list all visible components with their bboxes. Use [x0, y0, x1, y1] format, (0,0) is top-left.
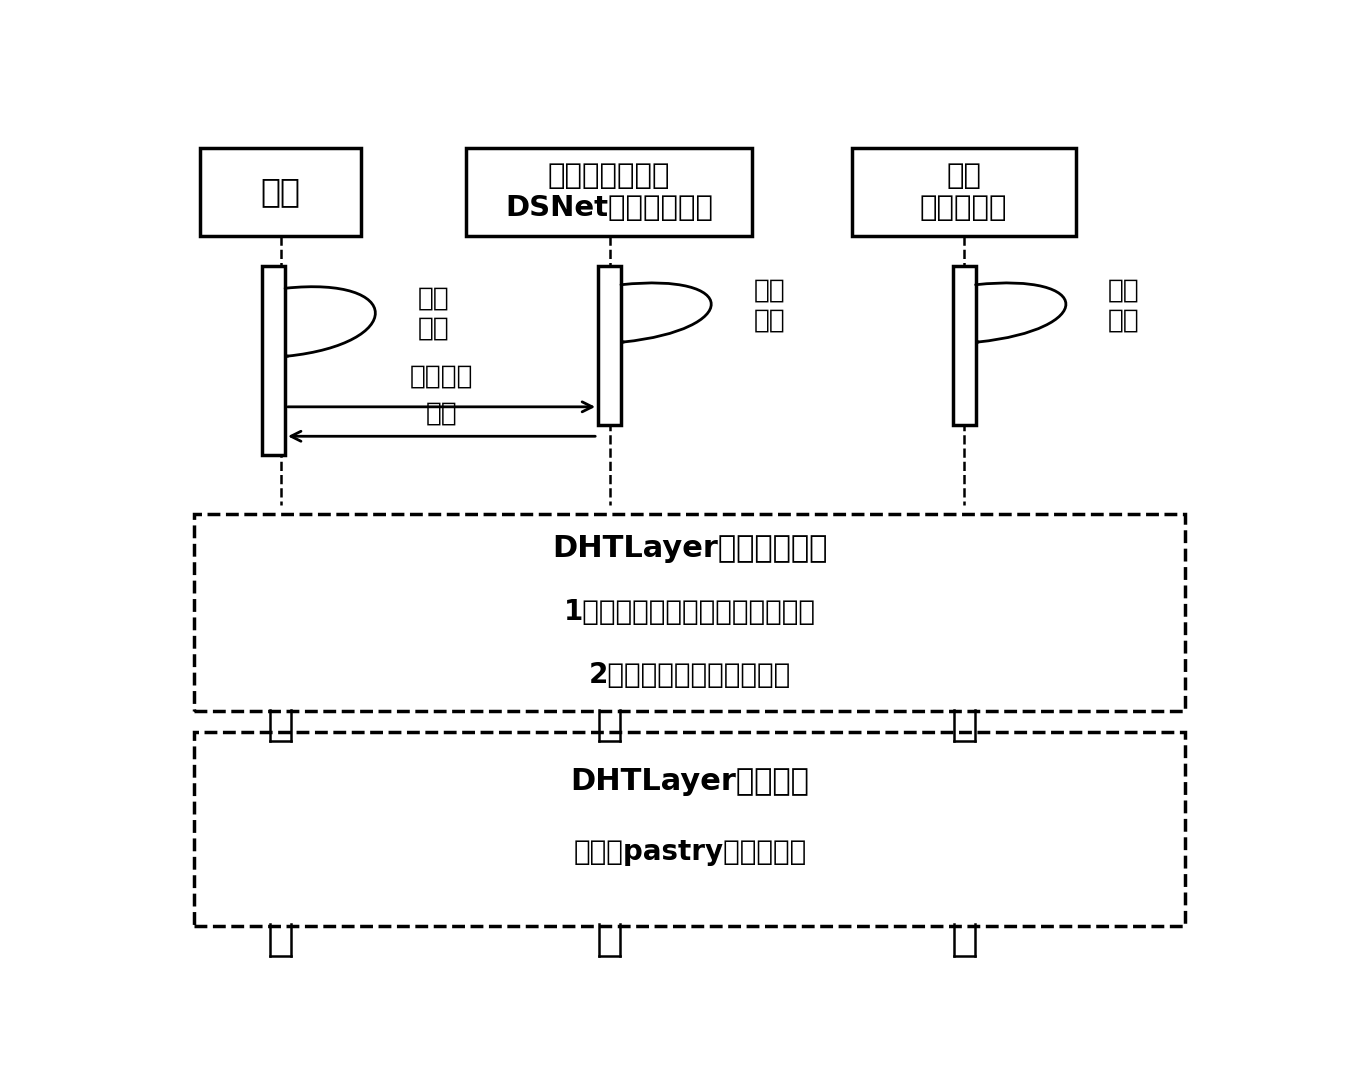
Text: 其他
应用层网关: 其他 应用层网关	[919, 162, 1007, 222]
Bar	[199, 147, 361, 236]
Text: DHTLayer维护过程: DHTLayer维护过程	[571, 767, 809, 795]
Bar	[466, 147, 752, 236]
FancyArrowPatch shape	[285, 287, 376, 356]
Text: 终端: 终端	[260, 176, 300, 209]
Bar	[953, 265, 976, 425]
Bar	[194, 513, 1186, 711]
Text: 地址
转换: 地址 转换	[417, 286, 450, 342]
Text: （采用pastry维护算法）: （采用pastry维护算法）	[573, 839, 806, 866]
Text: 2）更新已有节点的路由表: 2）更新已有节点的路由表	[588, 661, 791, 689]
FancyArrowPatch shape	[976, 283, 1066, 342]
Text: 1）对新加入节点的路由表初始化: 1）对新加入节点的路由表初始化	[564, 598, 816, 626]
Text: DHTLayer节点加入过程: DHTLayer节点加入过程	[552, 534, 828, 563]
Text: 与终端位于同一
DSNet的应用层网关: 与终端位于同一 DSNet的应用层网关	[505, 162, 713, 222]
Bar	[262, 265, 285, 454]
Bar	[852, 147, 1075, 236]
FancyArrowPatch shape	[621, 283, 711, 342]
Text: 地址
转换: 地址 转换	[754, 277, 785, 333]
Bar	[598, 265, 621, 425]
Text: 请求连接: 请求连接	[409, 364, 474, 390]
Text: 响应: 响应	[425, 400, 458, 426]
Bar	[194, 733, 1186, 926]
Text: 地址
转换: 地址 转换	[1108, 277, 1140, 333]
